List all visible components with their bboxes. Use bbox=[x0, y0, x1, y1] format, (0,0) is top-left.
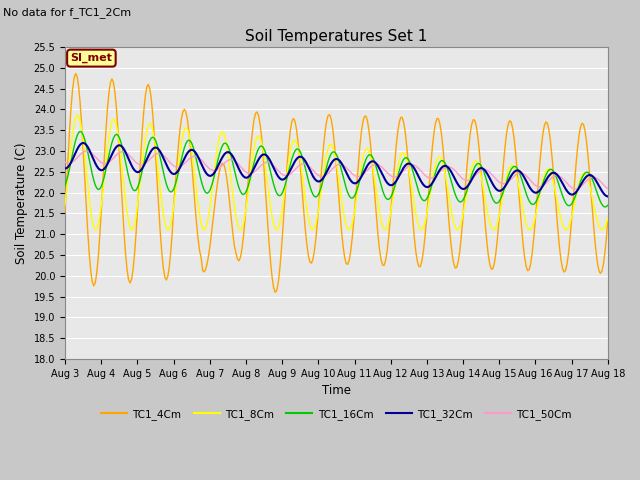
Y-axis label: Soil Temperature (C): Soil Temperature (C) bbox=[15, 142, 28, 264]
Title: Soil Temperatures Set 1: Soil Temperatures Set 1 bbox=[245, 29, 428, 44]
Legend: TC1_4Cm, TC1_8Cm, TC1_16Cm, TC1_32Cm, TC1_50Cm: TC1_4Cm, TC1_8Cm, TC1_16Cm, TC1_32Cm, TC… bbox=[97, 405, 576, 424]
Text: SI_met: SI_met bbox=[70, 53, 113, 63]
Text: No data for f_TC1_2Cm: No data for f_TC1_2Cm bbox=[3, 7, 131, 18]
X-axis label: Time: Time bbox=[322, 384, 351, 397]
